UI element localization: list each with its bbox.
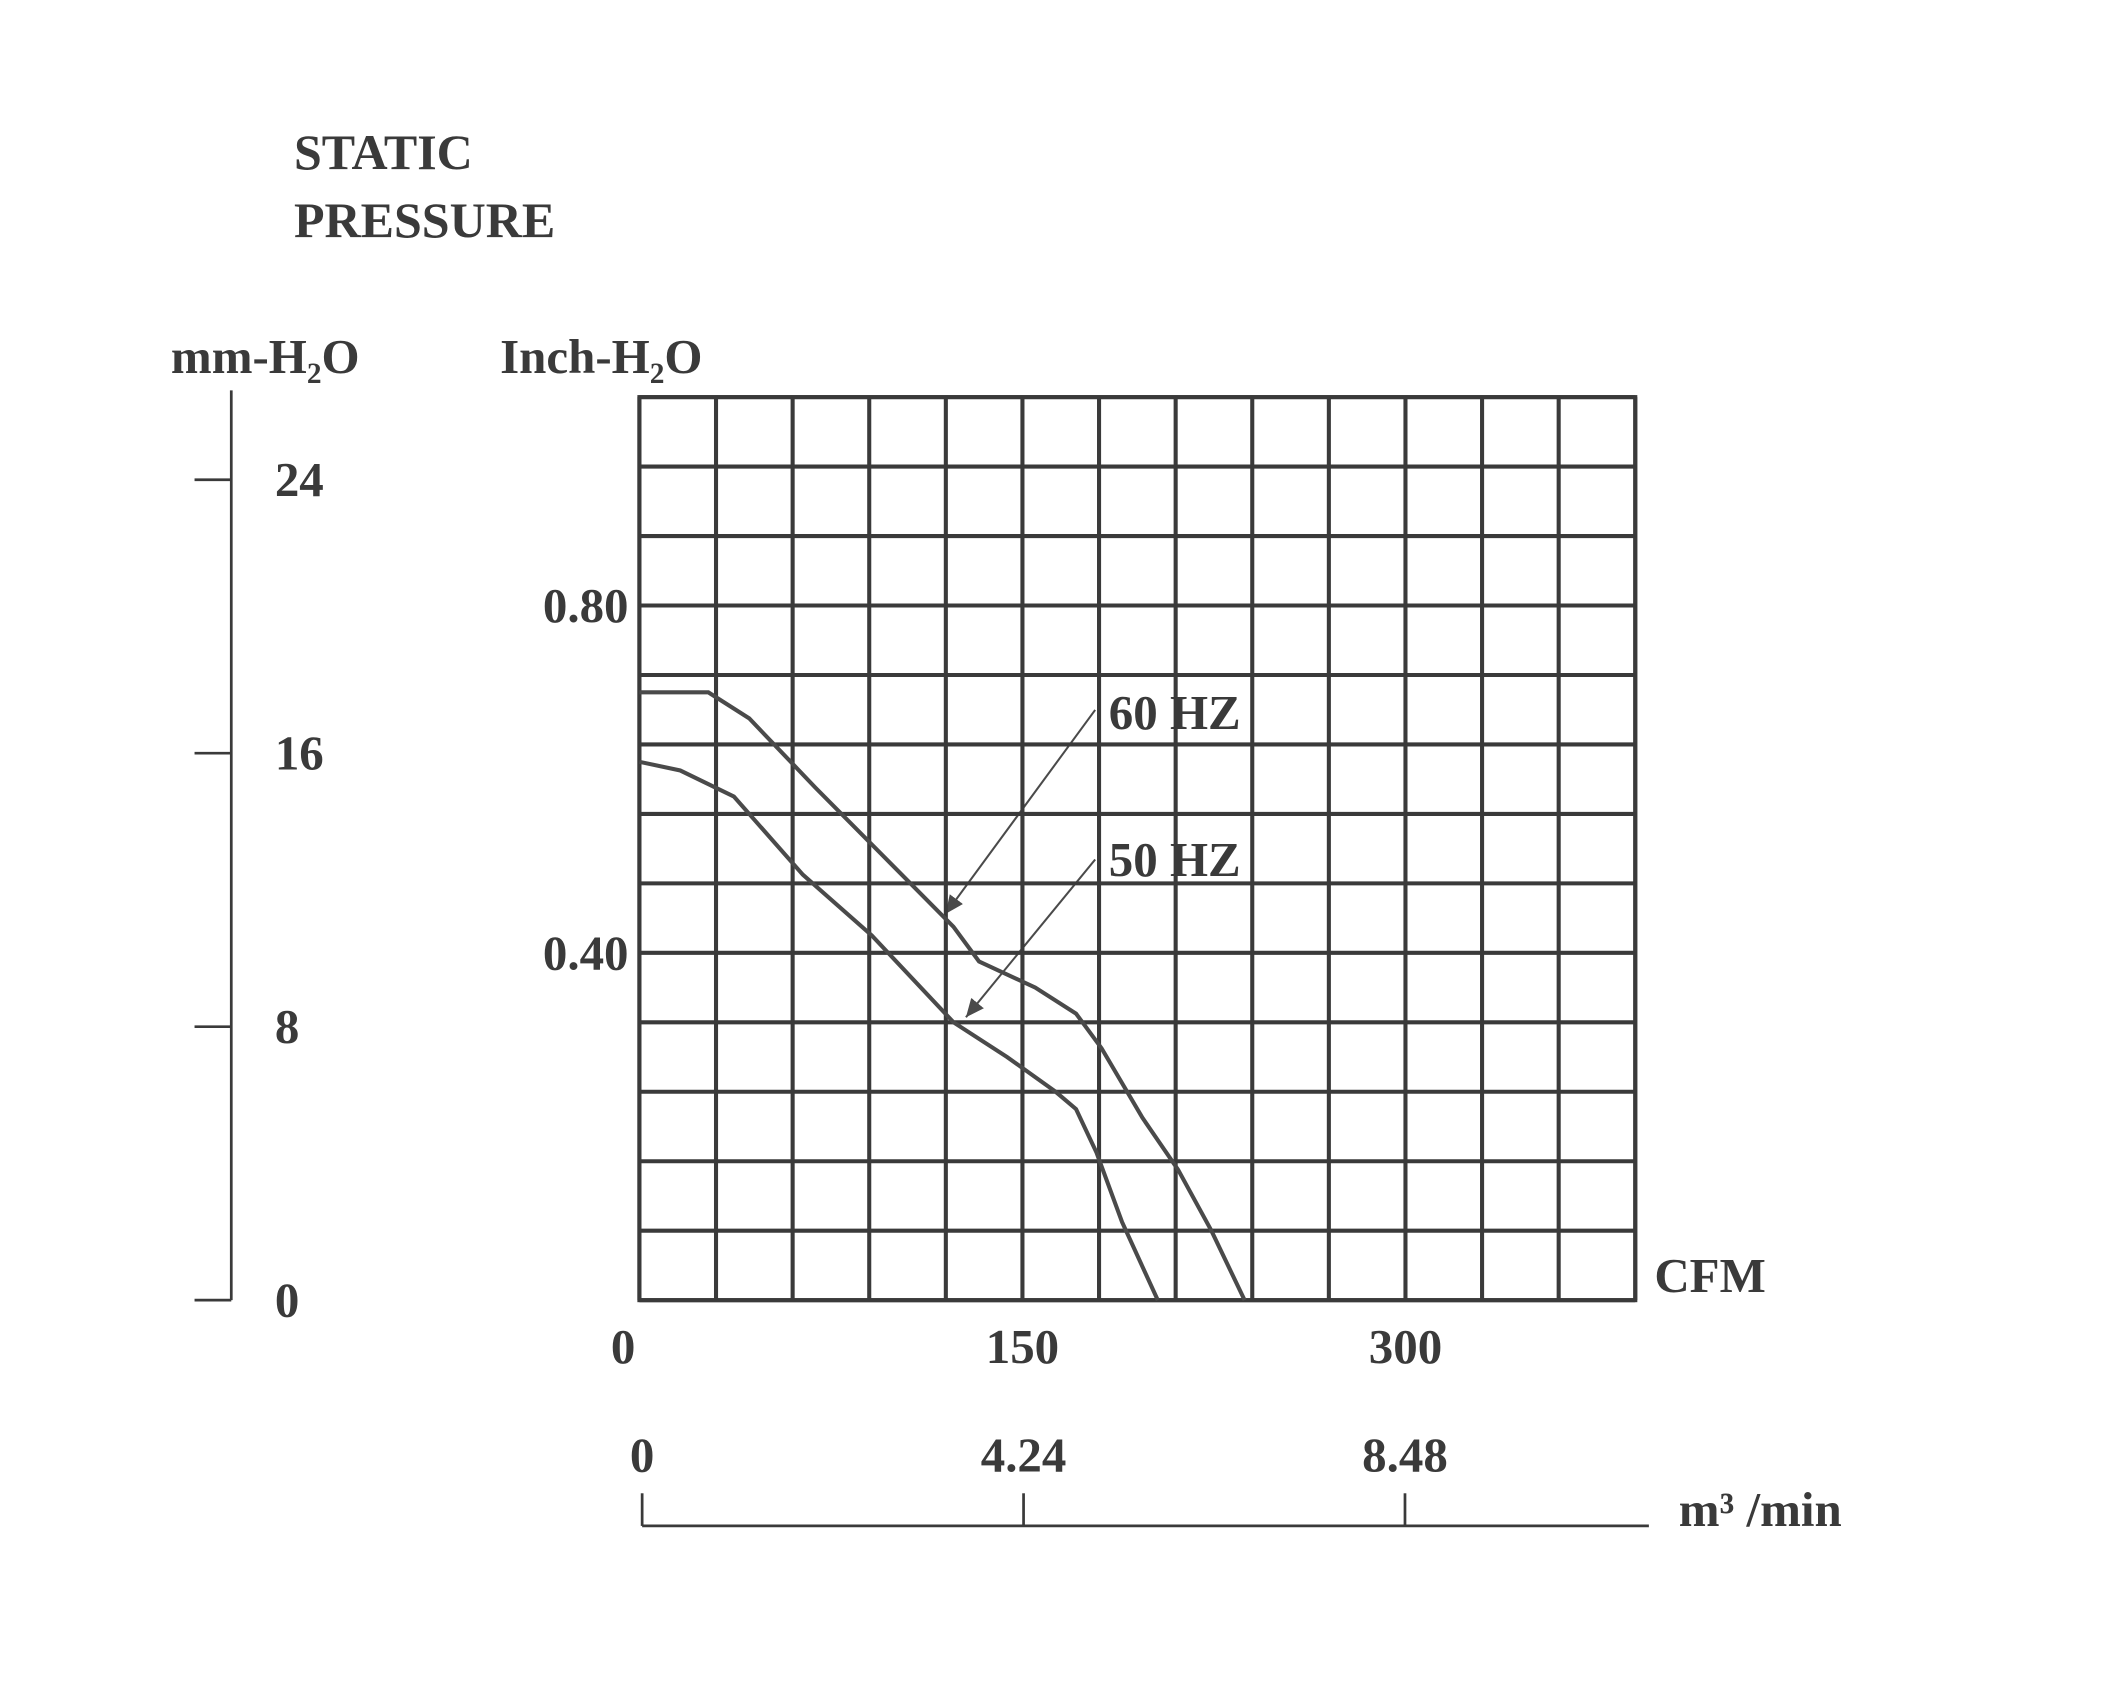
annotation-arrow [965, 858, 1096, 1018]
y-tick-label: 0.80 [543, 578, 629, 633]
x-tick-label: 150 [986, 1319, 1059, 1374]
y2-tick-label: 8 [275, 999, 299, 1054]
curve [638, 759, 1160, 1302]
x-tick-label: 300 [1369, 1319, 1442, 1374]
y-axis-label: Inch-H₂O [500, 329, 702, 384]
x2-tick-label: 8.48 [1362, 1428, 1448, 1483]
x2-axis-label: m³ /min [1679, 1482, 1842, 1537]
y2-tick-label: 24 [275, 452, 324, 507]
x2-tick-label: 0 [630, 1428, 654, 1483]
x-axis-label: CFM [1654, 1248, 1765, 1303]
y-tick-label: 0.40 [543, 925, 629, 980]
y2-tick-label: 16 [275, 726, 324, 781]
x-tick-label: 0 [611, 1319, 635, 1374]
curve-label: 50 HZ [1109, 832, 1241, 887]
y2-axis-label: mm-H₂O [171, 329, 360, 384]
x2-tick-label: 4.24 [981, 1428, 1067, 1483]
curve-label: 60 HZ [1109, 685, 1241, 740]
curve [639, 690, 1247, 1302]
plot-frame [637, 395, 1638, 1303]
y2-tick-label: 0 [275, 1273, 299, 1328]
chart-title: STATIC PRESSURE [294, 124, 556, 248]
